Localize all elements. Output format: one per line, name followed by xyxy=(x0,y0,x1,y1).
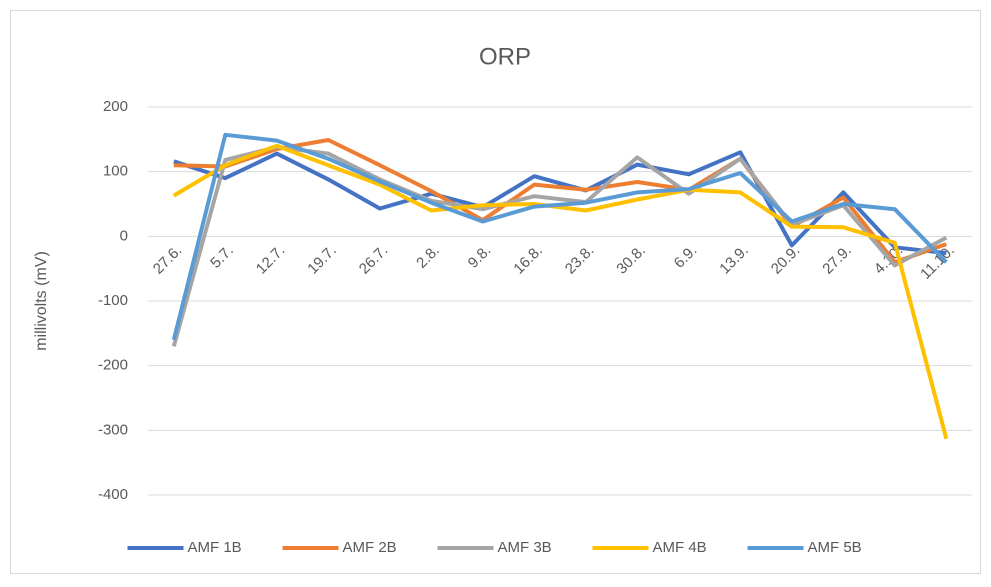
chart-border xyxy=(10,10,981,574)
y-tick-label: -400 xyxy=(98,486,128,503)
series-line xyxy=(173,150,947,256)
y-tick-label: -200 xyxy=(98,357,128,374)
series-line xyxy=(171,132,948,341)
legend-label: AMF 2B xyxy=(343,539,397,556)
legend-label: AMF 3B xyxy=(498,539,552,556)
y-tick-label: 200 xyxy=(103,98,128,115)
legend-label: AMF 4B xyxy=(653,539,707,556)
legend-label: AMF 5B xyxy=(808,539,862,556)
y-tick-label: 0 xyxy=(120,227,128,244)
chart-title: ORP xyxy=(479,43,531,70)
y-tick-label: -100 xyxy=(98,292,128,309)
y-tick-label: -300 xyxy=(98,421,128,438)
y-tick-label: 100 xyxy=(103,163,128,180)
legend-label: AMF 1B xyxy=(188,539,242,556)
y-axis-label: millivolts (mV) xyxy=(33,251,50,351)
series-line xyxy=(172,143,949,440)
